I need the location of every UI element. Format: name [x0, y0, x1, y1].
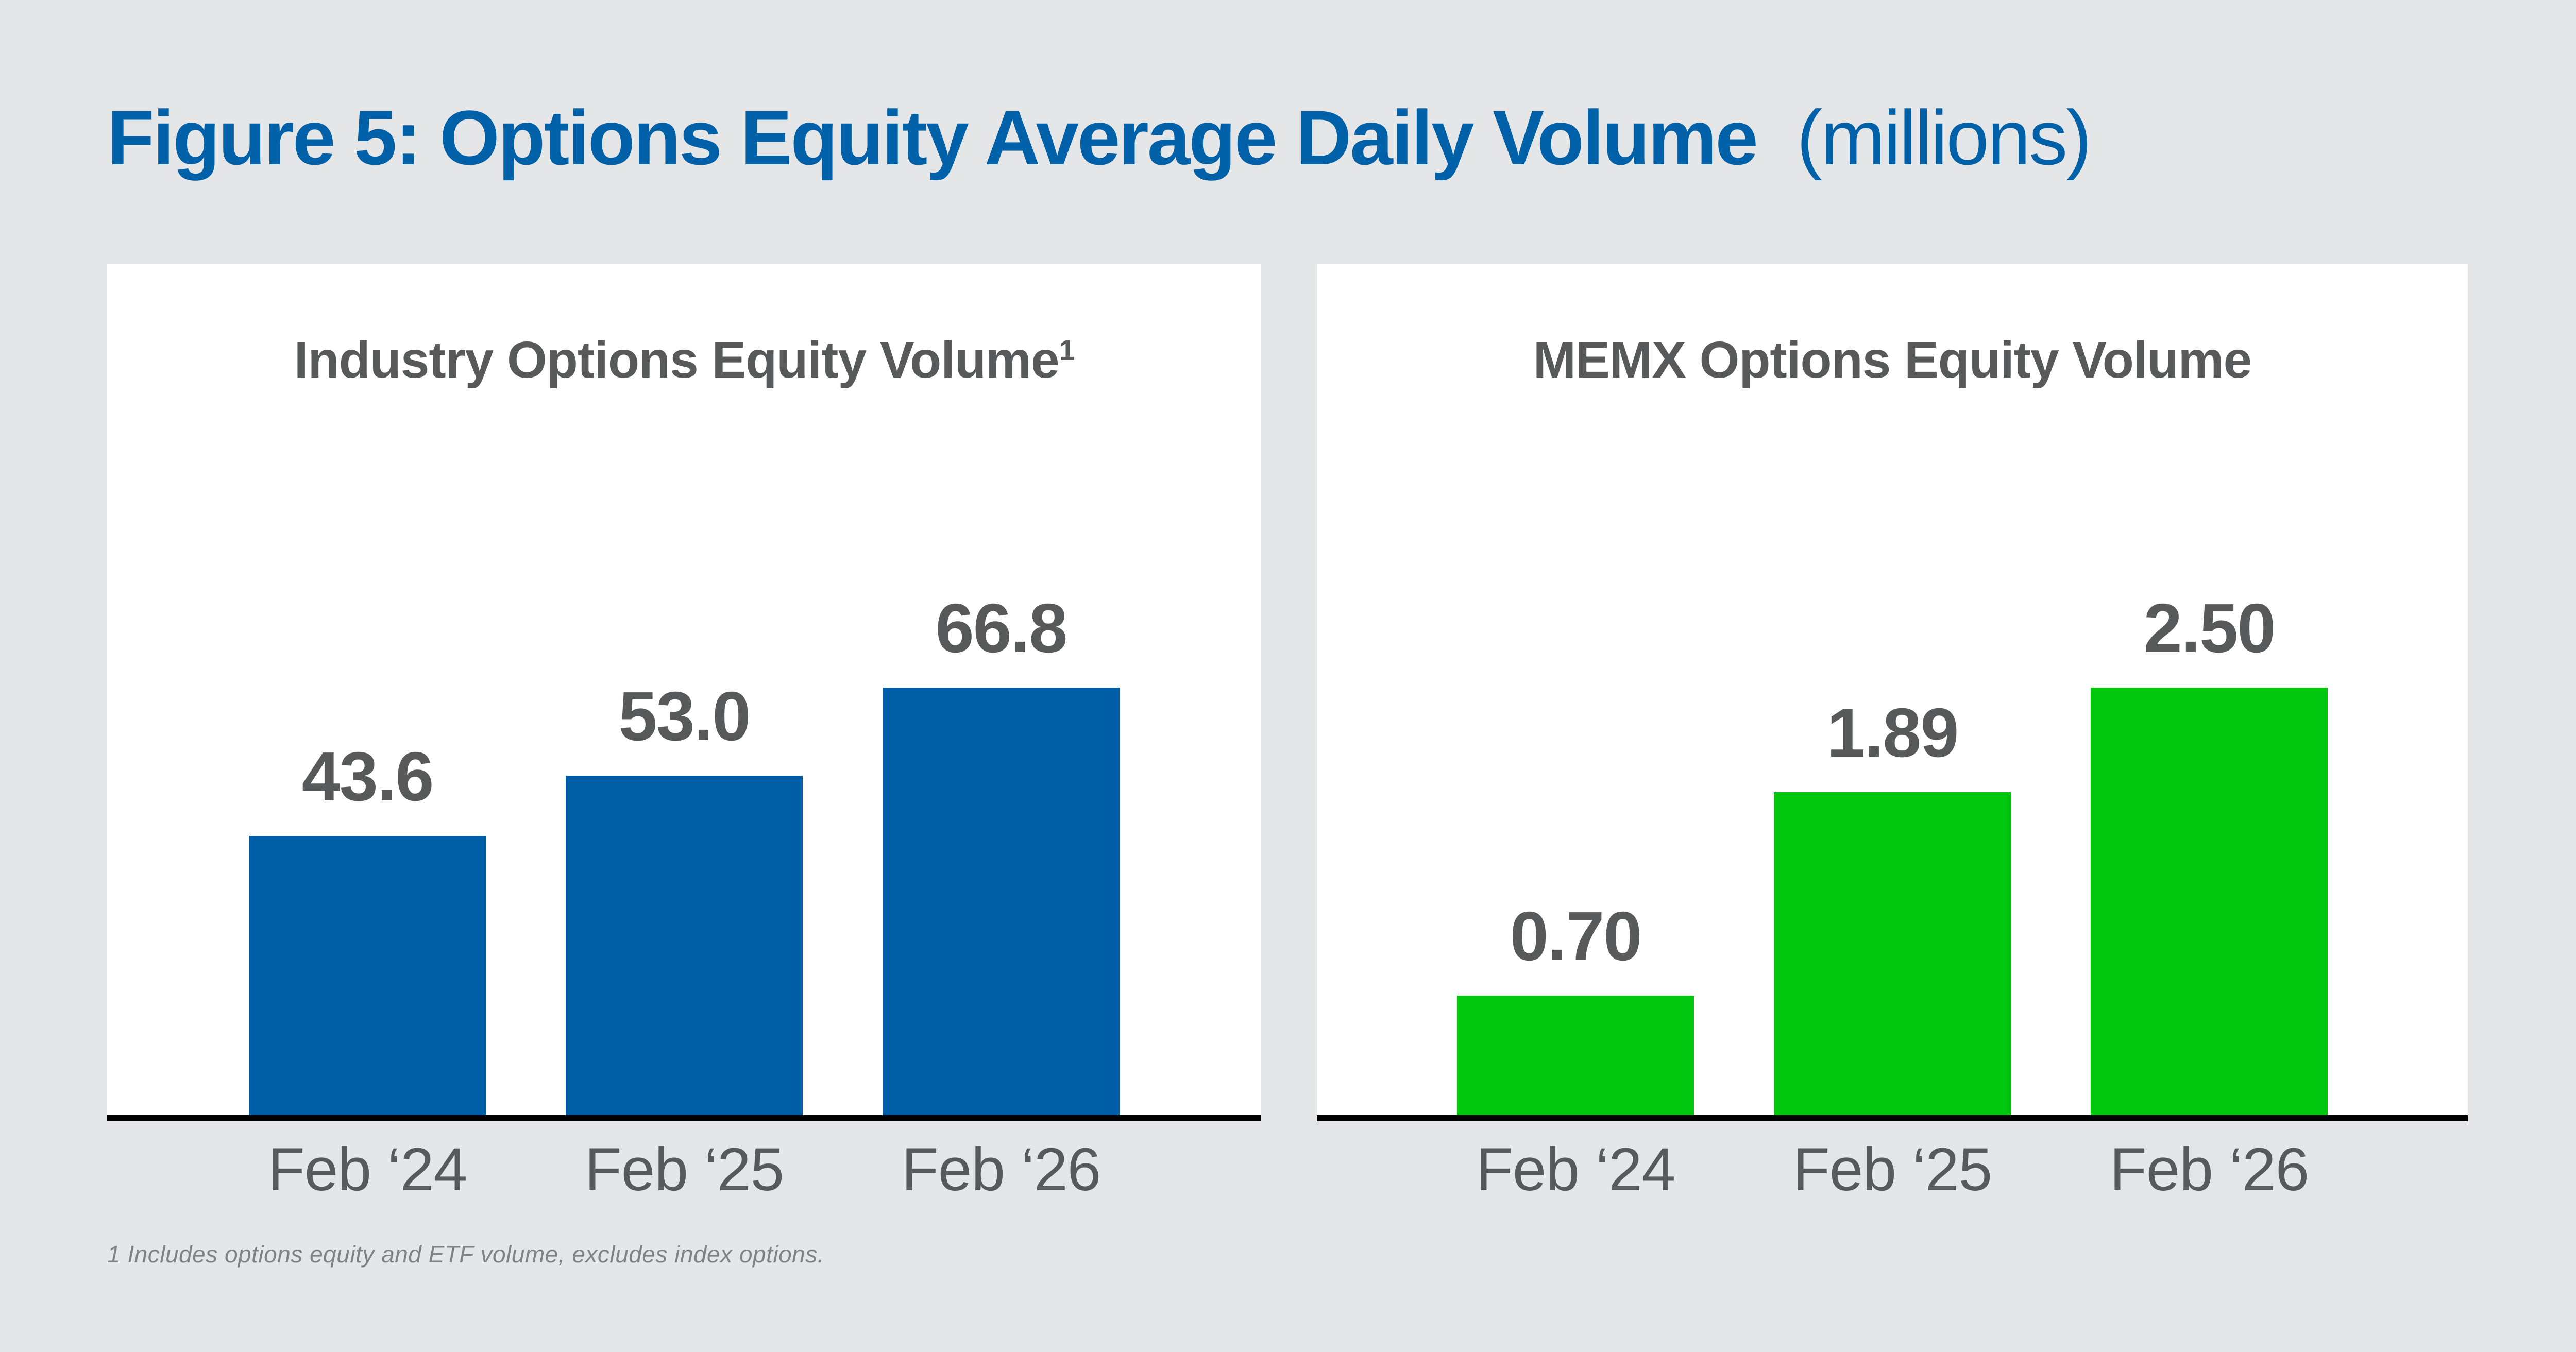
memx-x-axis-labels: Feb ‘24 Feb ‘25 Feb ‘26: [1317, 1136, 2468, 1204]
bar-column: 1.89: [1774, 698, 2011, 1115]
figure-title-unit-text: (millions): [1797, 94, 2092, 181]
bar: [566, 776, 803, 1115]
x-axis-label: Feb ‘26: [901, 1136, 1101, 1204]
bar-column: 2.50: [2091, 593, 2328, 1115]
bar-value-label: 53.0: [618, 677, 751, 755]
bar-value-label: 0.70: [1510, 897, 1642, 975]
x-axis-label: Feb ‘24: [267, 1136, 468, 1204]
bar: [2091, 688, 2328, 1115]
bar-column: 66.8: [883, 593, 1120, 1115]
bar: [883, 688, 1120, 1115]
bar-value-label: 43.6: [301, 738, 434, 815]
bar-value-label: 66.8: [935, 589, 1068, 667]
x-axis-label: Feb ‘25: [1792, 1136, 1993, 1204]
bar: [249, 836, 486, 1115]
figure-title: Figure 5: Options Equity Average Daily V…: [107, 94, 2092, 181]
industry-options-chart: Industry Options Equity Volume1 43.6 53.0…: [107, 264, 1261, 1294]
bar-value-label: 1.89: [1826, 694, 1959, 772]
bar-column: 43.6: [249, 742, 486, 1115]
x-axis-label: Feb ‘26: [2109, 1136, 2310, 1204]
bar: [1774, 792, 2011, 1115]
memx-options-chart: MEMX Options Equity Volume 0.70 1.89 2.50 …: [1317, 264, 2468, 1294]
industry-chart-title: Industry Options Equity Volume1: [294, 331, 1075, 389]
bar: [1457, 996, 1694, 1115]
industry-chart-plot-area: Industry Options Equity Volume1 43.6 53.0…: [107, 264, 1261, 1121]
footnote: 1 Includes options equity and ETF volume…: [107, 1241, 825, 1268]
industry-x-axis-labels: Feb ‘24 Feb ‘25 Feb ‘26: [107, 1136, 1261, 1204]
x-axis-label: Feb ‘24: [1476, 1136, 1676, 1204]
memx-chart-title: MEMX Options Equity Volume: [1533, 331, 2252, 389]
bar-column: 0.70: [1457, 901, 1694, 1115]
bar-value-label: 2.50: [2143, 589, 2276, 667]
figure-title-unit: [1776, 94, 1797, 181]
footnote-marker: 1: [1059, 334, 1075, 366]
figure-title-text: Figure 5: Options Equity Average Daily V…: [107, 94, 1758, 181]
x-axis-label: Feb ‘25: [584, 1136, 785, 1204]
memx-chart-plot-area: MEMX Options Equity Volume 0.70 1.89 2.50: [1317, 264, 2468, 1121]
bar-column: 53.0: [566, 681, 803, 1115]
